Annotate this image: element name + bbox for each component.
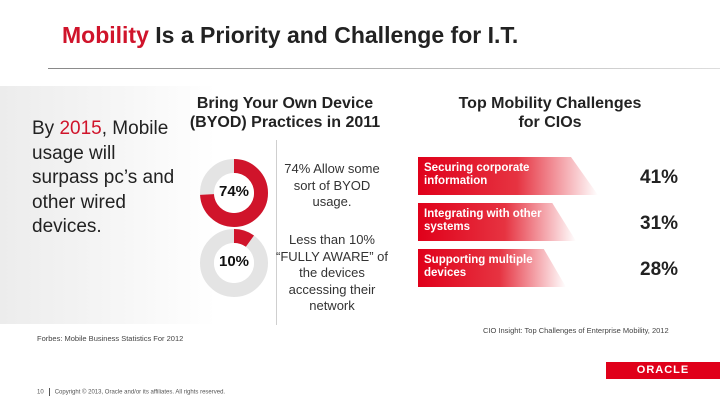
cio-source: CIO Insight: Top Challenges of Enterpris…: [483, 326, 669, 335]
byod-allow-pie-center: [214, 173, 254, 213]
challenge-bar-supporting: Supporting multiple devices: [418, 249, 566, 287]
statement-year: 2015: [59, 118, 102, 139]
challenge-bar-integrating: Integrating with other systems: [418, 203, 576, 241]
title-divider: [48, 68, 720, 69]
challenge-pct-integrating: 31%: [640, 213, 679, 234]
challenges-title-line1: Top Mobility Challenges: [458, 95, 642, 112]
oracle-logo-text: ORACLE: [636, 364, 690, 376]
content-band: [0, 86, 720, 324]
statement-prefix: By: [32, 118, 60, 139]
title-rest: Is a Priority and Challenge for I.T.: [148, 22, 519, 48]
statement-comma: ,: [101, 118, 108, 139]
fully-aware-pie-slice: [200, 229, 268, 297]
mobile-usage-statement: By 2015, Mobile usage will surpass pc’s …: [32, 117, 182, 240]
challenge-pct-securing: 41%: [640, 167, 679, 188]
oracle-logo: ORACLE: [606, 362, 720, 379]
byod-allow-pie-label: 74%: [218, 183, 250, 200]
challenges-title-line2: for CIOs: [518, 114, 582, 131]
page-number: 10: [37, 389, 44, 396]
byod-allow-pie-slice: [200, 159, 268, 227]
slide-title: Mobility Is a Priority and Challenge for…: [62, 22, 518, 49]
challenge-label-integrating: Integrating with other systems: [424, 208, 542, 233]
title-accent: Mobility: [62, 22, 149, 48]
fully-aware-pie-label: 10%: [218, 253, 250, 270]
forbes-source: Forbes: Mobile Business Statistics For 2…: [37, 334, 184, 343]
fully-aware-pie-center: [214, 243, 254, 283]
footer: 10 Copyright © 2013, Oracle and/or its af…: [37, 388, 225, 396]
challenge-label-supporting: Supporting multiple devices: [424, 254, 533, 279]
byod-title: Bring Your Own Device (BYOD) Practices in…: [170, 94, 400, 132]
challenge-bar-securing: Securing corporate information: [418, 157, 598, 195]
challenges-title: Top Mobility Challenges for CIOs: [430, 94, 670, 132]
fully-aware-note: Less than 10% “FULLY AWARE” of the devic…: [276, 232, 388, 313]
footer-separator: [48, 388, 50, 396]
byod-allow-pie: [200, 159, 268, 227]
byod-allow-note: 74% Allow some sort of BYOD usage.: [284, 161, 380, 209]
challenge-pct-supporting: 28%: [640, 259, 679, 280]
challenge-label-securing: Securing corporate information: [424, 162, 530, 187]
byod-title-line2: (BYOD) Practices in 2011: [189, 114, 381, 131]
copyright: Copyright © 2013, Oracle and/or its affi…: [54, 389, 226, 396]
fully-aware-pie: [200, 229, 268, 297]
statement-body: Mobile usage will surpass pc’s and other…: [32, 118, 175, 237]
byod-title-line1: Bring Your Own Device: [196, 95, 374, 112]
byod-divider: [276, 140, 277, 325]
